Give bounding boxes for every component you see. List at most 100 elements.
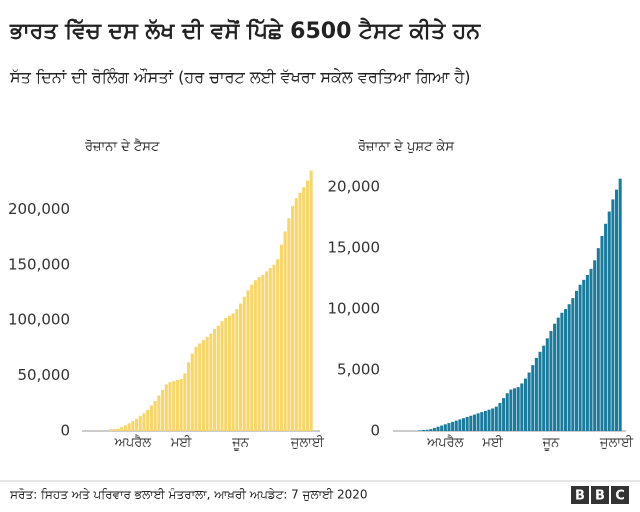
bar [425,429,429,431]
x-tick-label: ਮਈ [481,436,504,451]
bar [615,189,619,431]
bar [198,343,202,431]
bar [513,388,517,431]
y-tick-label: 150,000 [8,255,70,273]
bar [235,309,239,431]
bar [138,416,142,431]
bar [418,430,422,431]
bar [294,198,298,431]
bar [567,304,571,431]
bar [553,323,557,431]
bar [476,413,480,431]
bar [168,382,172,431]
y-tick-label: 0 [370,422,380,440]
x-tick-label: ਮਈ [170,436,193,451]
bar [194,346,198,431]
bar [116,428,120,431]
bar [231,313,235,431]
logo-letter: B [595,489,605,504]
bar [227,315,231,431]
bar [291,206,295,431]
bar [305,180,309,431]
bar [153,401,157,431]
y-tick-label: 0 [60,422,70,440]
y-tick-label: 15,000 [328,239,381,257]
bar [213,329,217,431]
x-tick-label: ਜੁਲਾਈ [290,436,325,451]
bar [257,276,261,431]
page-title: ਭਾਰਤ ਵਿੱਚ ਦਸ ਲੱਖ ਦੀ ਵਸੋਂ ਪਿੱਛੇ 6500 ਟੈਸਟ… [9,17,481,44]
logo-block [611,486,629,504]
bar [593,260,597,431]
bar [253,280,257,431]
bar [596,248,600,431]
bar [574,290,578,431]
bar [480,412,484,431]
x-tick-label: ਅਪਰੈਲ [114,435,152,451]
bar [276,259,280,431]
logo-block [591,486,609,504]
bar [487,409,491,431]
bar [172,381,176,431]
bar [545,338,549,431]
bar [265,271,269,431]
bar [436,426,440,431]
bar [440,425,444,431]
bar [498,402,502,431]
y-tick-label: 10,000 [328,300,381,318]
bar [443,424,447,431]
bar [469,415,473,431]
bar [520,383,524,431]
bar [131,421,135,431]
bar [494,406,498,431]
bar [600,235,604,431]
bar [589,268,593,431]
bar [432,427,436,431]
x-tick-label: ਜੁਲਾਈ [599,436,634,451]
bar [239,303,243,431]
bar [242,296,246,431]
bar [564,309,568,431]
source: ਸਰੋਤ: ਸਿਹਤ ਅਤੇ ਪਰਿਵਾਰ ਭਲਾਈ ਮੰਤਰਾਲਾ, ਆਖ਼ਰ… [9,488,368,502]
bar [542,345,546,431]
bar [279,244,283,431]
bar [123,425,127,431]
bar [201,340,205,431]
bar [571,298,575,431]
bar [183,373,187,431]
bar [465,416,469,431]
y-tick-label: 50,000 [18,366,71,384]
y-tick-label: 5,000 [337,361,380,379]
bar [454,420,458,431]
bar [578,284,582,431]
bar [611,199,615,431]
bar [309,170,313,431]
bar [523,378,527,431]
bar [287,218,291,431]
bar [246,290,250,431]
bar [149,405,153,431]
bar [462,418,466,431]
bar [261,274,265,431]
bar [607,211,611,431]
bar [179,378,183,431]
bar [109,429,113,431]
bar [421,430,425,431]
chart-title: ਰੋਜ਼ਾਨਾ ਦੇ ਟੈਸਟ [84,139,160,155]
bar [220,321,224,431]
y-tick-label: 20,000 [328,178,381,196]
bar [556,317,560,431]
bar [216,325,220,431]
bar [604,223,608,431]
bar [502,398,506,431]
bar [190,353,194,431]
bar [585,274,589,431]
bar [429,429,433,431]
bar [302,187,306,431]
x-tick-label: ਜੂਨ [542,436,560,451]
bar [224,317,228,431]
bar [491,408,495,431]
bar [447,423,451,431]
bar [157,395,161,431]
